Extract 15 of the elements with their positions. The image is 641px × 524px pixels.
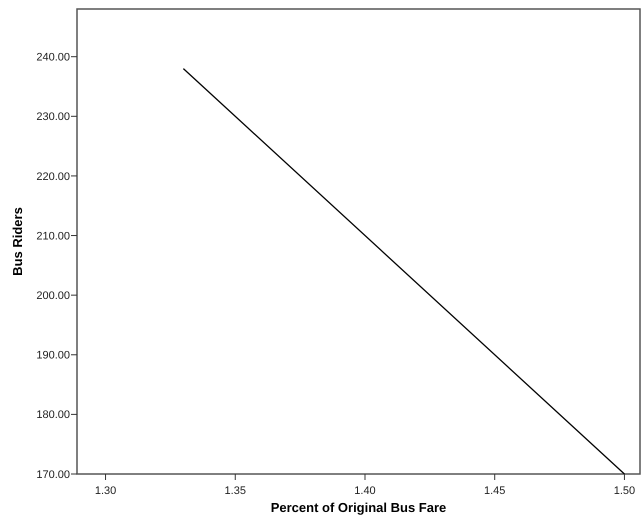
y-tick-label: 230.00 (36, 111, 70, 124)
x-tick-label: 1.40 (354, 485, 376, 497)
x-tick-label: 1.35 (224, 485, 246, 497)
y-axis-title: Bus Riders (10, 207, 25, 276)
y-tick-label: 220.00 (36, 170, 70, 183)
y-tick-label: 210.00 (36, 230, 70, 242)
x-tick-label: 1.30 (94, 485, 116, 497)
x-tick-label: 1.45 (484, 485, 506, 497)
y-tick-label: 170.00 (36, 468, 70, 481)
x-axis-title: Percent of Original Bus Fare (270, 500, 446, 515)
y-tick-label: 180.00 (36, 409, 70, 422)
y-tick-label: 240.00 (36, 52, 70, 64)
y-tick-label: 190.00 (36, 350, 70, 362)
x-tick-label: 1.50 (614, 485, 636, 497)
y-tick-label: 200.00 (36, 290, 70, 302)
